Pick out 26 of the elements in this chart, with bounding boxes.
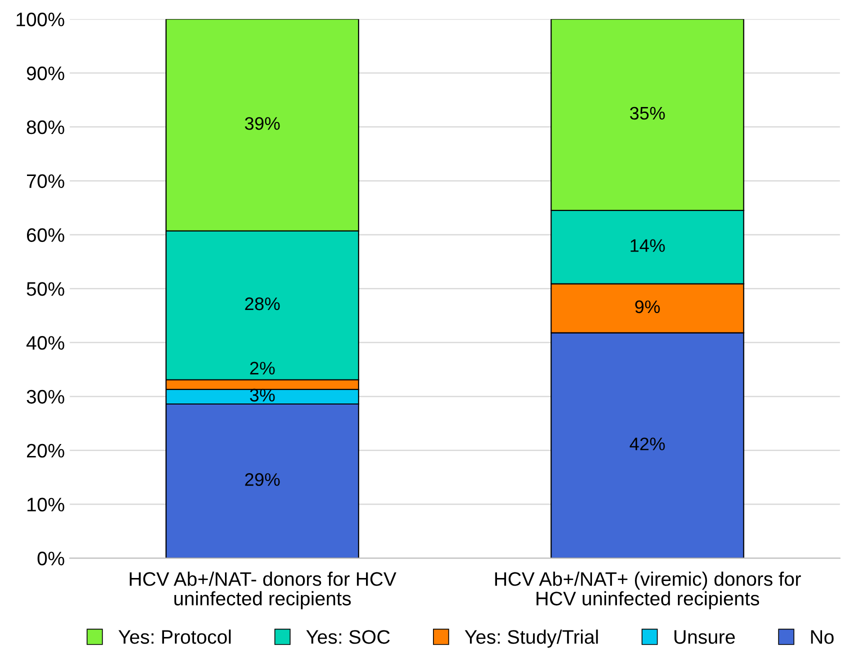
y-tick-label: 50% bbox=[26, 282, 64, 296]
y-tick-label: 30% bbox=[26, 390, 64, 404]
y-tick-label: 80% bbox=[26, 120, 64, 134]
x-tick-label: HCV Ab+/NAT- donors for HCV uninfected recipients bbox=[130, 572, 396, 610]
data-label: 42% bbox=[630, 438, 665, 450]
y-tick-label: 40% bbox=[26, 336, 64, 350]
y-tick-label: 20% bbox=[26, 444, 64, 458]
data-label: 35% bbox=[630, 106, 665, 120]
y-tick-label: 70% bbox=[27, 174, 64, 188]
data-label: 29% bbox=[245, 473, 280, 486]
y-tick-label: 0% bbox=[38, 552, 64, 566]
legend-label: Yes: Protocol bbox=[118, 630, 231, 644]
legend-label: No bbox=[811, 630, 834, 644]
y-tick-label: 100% bbox=[16, 12, 64, 26]
y-tick-label: 60% bbox=[26, 228, 64, 242]
legend-label: Yes: SOC bbox=[306, 630, 390, 644]
legend-label: Unsure bbox=[674, 630, 735, 644]
legend-label: Yes: Study/Trial bbox=[464, 630, 598, 648]
data-label: 9% bbox=[635, 300, 660, 314]
data-label: 2% bbox=[250, 362, 275, 374]
y-tick-label: 90% bbox=[26, 66, 64, 80]
data-label: 28% bbox=[245, 297, 280, 310]
y-tick-label: 10% bbox=[27, 498, 64, 512]
data-label: 14% bbox=[630, 239, 665, 252]
data-label: 39% bbox=[244, 117, 280, 130]
x-tick-label: HCV Ab+/NAT+ (viremic) donors for HCV uninfected recipients bbox=[495, 572, 801, 610]
